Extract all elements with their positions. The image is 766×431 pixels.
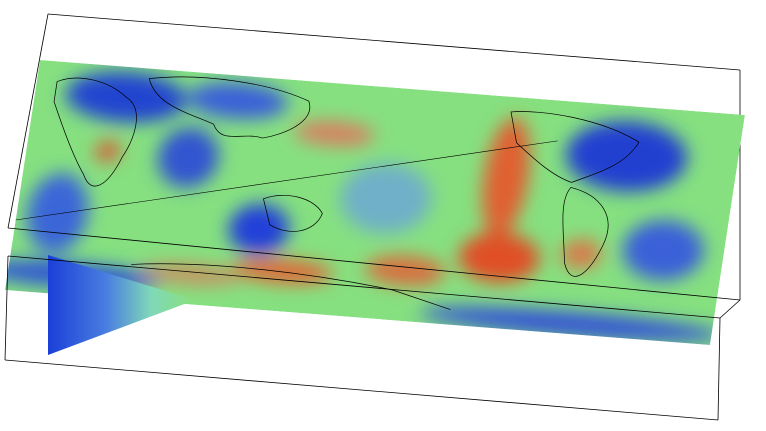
field xyxy=(5,71,722,341)
bounding-box-back xyxy=(7,13,741,300)
bounding-box-front xyxy=(4,227,741,421)
vertical-section xyxy=(48,255,195,355)
data-plane xyxy=(5,60,745,346)
section-line xyxy=(15,140,558,221)
coastlines xyxy=(53,76,640,310)
